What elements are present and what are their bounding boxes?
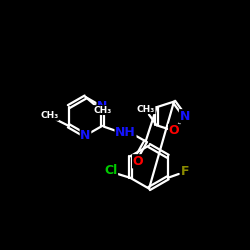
Text: O: O: [169, 124, 179, 138]
Text: N: N: [80, 129, 91, 142]
Text: CH₃: CH₃: [94, 106, 112, 114]
Text: Cl: Cl: [104, 164, 118, 177]
Text: N: N: [97, 100, 108, 113]
Text: F: F: [181, 165, 189, 178]
Text: CH₃: CH₃: [40, 111, 58, 120]
Text: NH: NH: [115, 126, 136, 138]
Text: O: O: [132, 155, 143, 168]
Text: N: N: [180, 110, 190, 123]
Text: CH₃: CH₃: [137, 104, 155, 114]
